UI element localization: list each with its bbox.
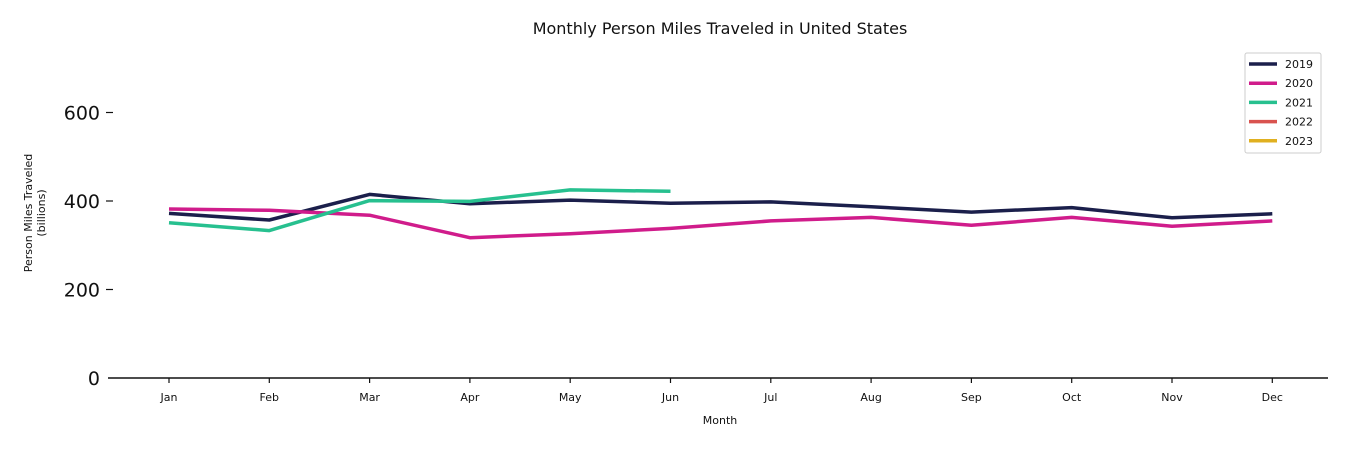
x-tick-label: Jun <box>661 391 679 404</box>
x-tick-label: Jul <box>763 391 777 404</box>
x-tick-label: Mar <box>359 391 380 404</box>
legend-label-2023: 2023 <box>1285 135 1313 148</box>
y-axis-title: Person Miles Traveled (billions) <box>22 154 48 273</box>
x-axis-title: Month <box>703 414 738 427</box>
y-tick-label: 0 <box>88 368 100 390</box>
y-axis-title-line: Person Miles Traveled <box>22 154 35 273</box>
y-tick-label: 400 <box>64 191 100 213</box>
legend-label-2019: 2019 <box>1285 58 1313 71</box>
x-tick-label: Apr <box>460 391 480 404</box>
series-line-2021 <box>168 188 671 233</box>
series-line-2019 <box>168 192 1273 222</box>
x-axis: Jan Feb Mar Apr May Jun Jul Aug Sep Oct Nov Dec <box>160 378 1283 404</box>
y-axis-title-line: (billions) <box>35 189 48 236</box>
legend-label-2021: 2021 <box>1285 96 1313 109</box>
x-tick-label: Jan <box>160 391 178 404</box>
legend-label-2020: 2020 <box>1285 77 1313 90</box>
legend: 2019 2020 2021 2022 2023 <box>1244 52 1322 154</box>
legend-box <box>1244 52 1322 154</box>
series-line-2020 <box>168 207 1273 240</box>
chart-title: Monthly Person Miles Traveled in United … <box>533 19 908 38</box>
y-tick-label: 200 <box>64 280 100 302</box>
x-tick-label: May <box>559 391 582 404</box>
x-tick-label: Dec <box>1262 391 1283 404</box>
y-axis: 0 200 400 600 <box>64 103 113 390</box>
x-tick-label: Sep <box>961 391 982 404</box>
series-lines <box>168 188 1273 240</box>
legend-label-2022: 2022 <box>1285 116 1313 129</box>
x-tick-label: Nov <box>1161 391 1183 404</box>
x-tick-label: Oct <box>1062 391 1082 404</box>
x-tick-label: Aug <box>860 391 881 404</box>
x-tick-label: Feb <box>260 391 279 404</box>
y-tick-label: 600 <box>64 103 100 125</box>
